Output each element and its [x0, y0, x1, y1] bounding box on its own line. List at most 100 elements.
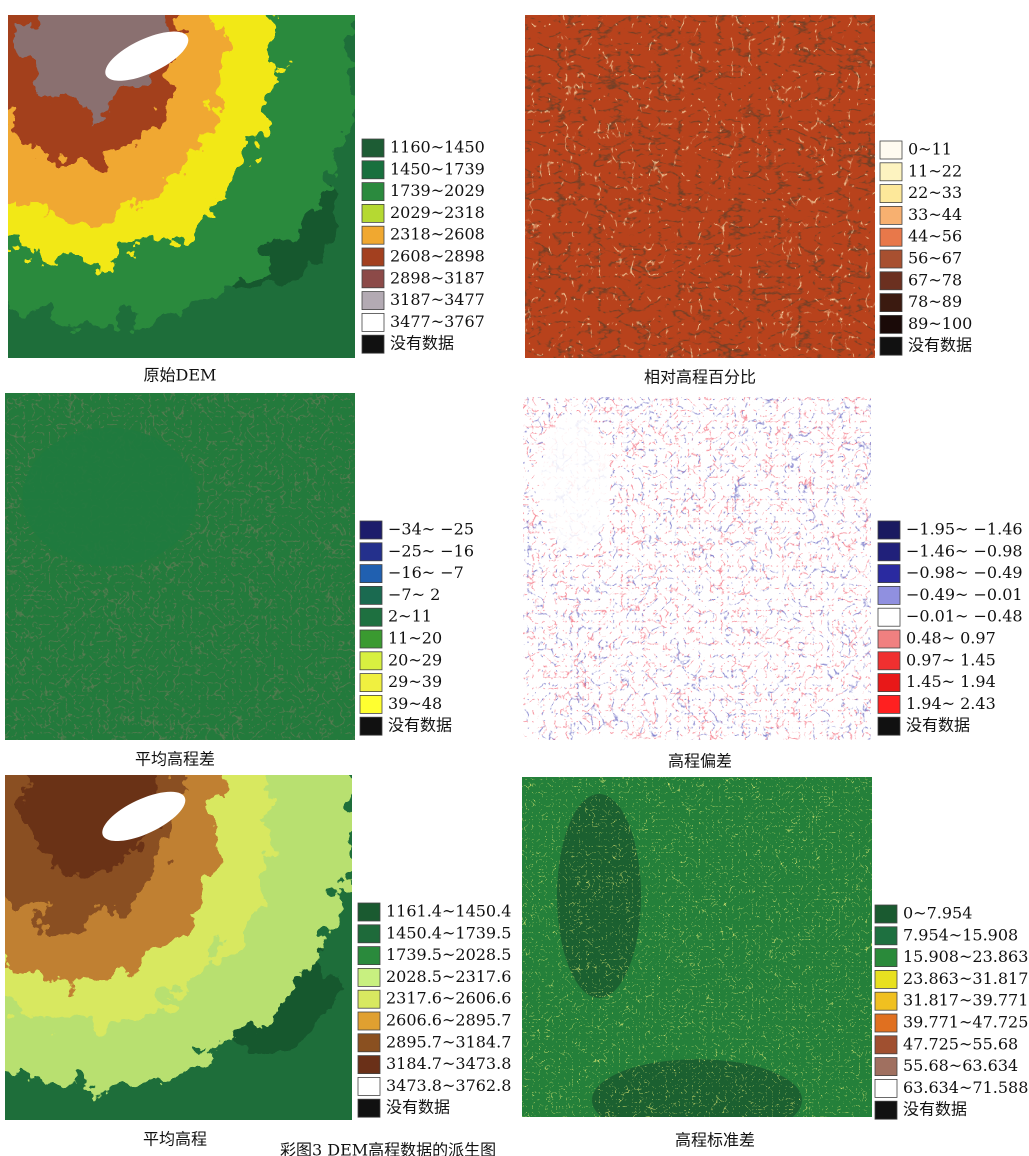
legend-label: 1450.4~1739.5 [386, 923, 511, 942]
figure-caption: 彩图3 DEM高程数据的派生图 [280, 1141, 496, 1156]
legend-label: −7~ 2 [388, 585, 440, 604]
legend-label: 2029~2318 [390, 203, 485, 222]
legend-label: 11~22 [908, 161, 962, 180]
legend-swatch [360, 565, 382, 583]
legend-label: 78~89 [908, 292, 962, 311]
legend-swatch [360, 695, 382, 713]
legend-swatch [880, 141, 902, 159]
legend-label: 没有数据 [903, 1100, 967, 1119]
legend-swatch [358, 947, 380, 965]
legend-swatch [878, 521, 900, 539]
legend-label: 39.771~47.725 [903, 1013, 1028, 1032]
legend-swatch [875, 1058, 897, 1076]
legend-swatch [875, 1101, 897, 1119]
legend-swatch [358, 968, 380, 986]
legend-swatch [358, 990, 380, 1008]
legend-label: −1.95~ −1.46 [906, 520, 1023, 539]
legend-label: 23.863~31.817 [903, 969, 1028, 988]
legend-label: 没有数据 [906, 716, 970, 735]
legend-swatch [875, 1036, 897, 1054]
legend-label: 1.45~ 1.94 [906, 672, 996, 691]
legend-swatch [875, 927, 897, 945]
legend-label: 3477~3767 [390, 312, 485, 331]
map-caption: 高程标准差 [675, 1131, 755, 1150]
legend-swatch [362, 313, 384, 331]
legend-label: 0~11 [908, 140, 952, 159]
legend-label: 没有数据 [390, 334, 454, 353]
legend-label: 44~56 [908, 227, 962, 246]
legend-label: 2~11 [388, 607, 432, 626]
legend-label: 2606.6~2895.7 [386, 1011, 511, 1030]
legend-swatch [358, 1056, 380, 1074]
legend-swatch [360, 717, 382, 735]
legend-swatch [362, 292, 384, 310]
legend-swatch [875, 970, 897, 988]
legend-label: 22~33 [908, 183, 962, 202]
legend-swatch [875, 905, 897, 923]
legend-label: 1160~1450 [390, 138, 485, 157]
legend-label: 2895.7~3184.7 [386, 1032, 511, 1051]
legend-label: 2317.6~2606.6 [386, 989, 511, 1008]
legend-swatch [362, 204, 384, 222]
legend-swatch [362, 335, 384, 353]
legend-swatch [875, 992, 897, 1010]
legend-label: 0.97~ 1.45 [906, 650, 996, 669]
legend-swatch [878, 630, 900, 648]
legend-swatch [360, 630, 382, 648]
legend-label: 1450~1739 [390, 159, 485, 178]
legend-swatch [878, 565, 900, 583]
legend-label: 3184.7~3473.8 [386, 1054, 511, 1073]
legend-label: −0.49~ −0.01 [906, 585, 1023, 604]
map-layer [525, 15, 875, 358]
legend-swatch [360, 652, 382, 670]
legend-label: 33~44 [908, 205, 962, 224]
legend-swatch [878, 586, 900, 604]
legend-swatch [358, 1012, 380, 1030]
legend-label: 2028.5~2317.6 [386, 967, 511, 986]
legend-label: −16~ −7 [388, 563, 464, 582]
legend-swatch [362, 270, 384, 288]
legend-swatch [880, 337, 902, 355]
map-caption: 平均高程差 [135, 750, 215, 769]
legend-swatch [362, 248, 384, 266]
legend-label: 39~48 [388, 694, 442, 713]
legend-label: 0~7.954 [903, 904, 972, 923]
legend-swatch [358, 1077, 380, 1095]
legend-swatch [878, 652, 900, 670]
legend-label: 67~78 [908, 270, 962, 289]
map-layer [522, 777, 872, 1117]
legend-label: −0.01~ −0.48 [906, 607, 1023, 626]
legend-label: 47.725~55.68 [903, 1034, 1018, 1053]
legend-swatch [878, 543, 900, 561]
map-caption: 原始DEM [144, 366, 217, 385]
legend-label: −1.46~ −0.98 [906, 541, 1023, 560]
legend-swatch [880, 206, 902, 224]
legend-label: 1161.4~1450.4 [386, 902, 511, 921]
map [523, 397, 871, 740]
legend-label: 7.954~15.908 [903, 925, 1018, 944]
legend-swatch [358, 925, 380, 943]
page: 原始DEM1160~14501450~17391739~20292029~231… [0, 0, 1029, 1156]
legend-label: 3187~3477 [390, 290, 485, 309]
legend-swatch [880, 228, 902, 246]
legend-swatch [358, 1099, 380, 1117]
figure: 原始DEM1160~14501450~17391739~20292029~231… [0, 0, 1029, 1156]
legend-swatch [360, 674, 382, 692]
legend-swatch [875, 1079, 897, 1097]
legend-label: 20~29 [388, 650, 442, 669]
flat-zone [540, 414, 610, 551]
legend-swatch [878, 674, 900, 692]
legend-label: 1739.5~2028.5 [386, 945, 511, 964]
legend-label: −34~ −25 [388, 520, 474, 539]
legend-label: 2898~3187 [390, 268, 485, 287]
legend-swatch [878, 717, 900, 735]
map [0, 0, 355, 358]
legend-label: 56~67 [908, 249, 962, 268]
legend-swatch [880, 250, 902, 268]
map-caption: 相对高程百分比 [644, 368, 756, 387]
legend-label: 89~100 [908, 314, 972, 333]
legend-label: 29~39 [388, 672, 442, 691]
legend-label: 没有数据 [908, 336, 972, 355]
legend-swatch [360, 608, 382, 626]
legend-label: −0.98~ −0.49 [906, 563, 1023, 582]
